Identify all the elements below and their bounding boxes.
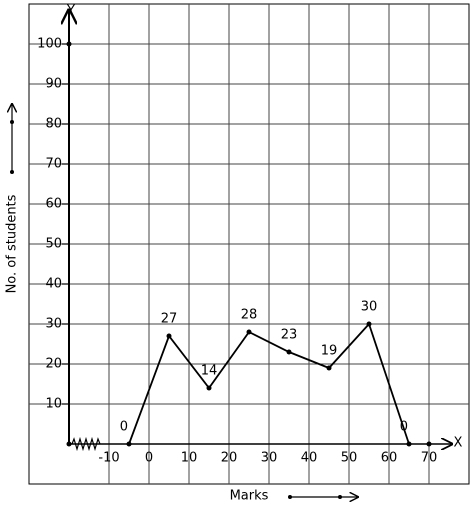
arrow-dot	[10, 120, 14, 124]
arrow-dot	[338, 495, 342, 499]
point	[326, 365, 332, 371]
y-axis-name: Y	[66, 4, 75, 19]
point	[126, 441, 132, 447]
grid	[29, 4, 469, 484]
x-tick-label: 50	[341, 451, 358, 466]
data-label: 14	[201, 364, 218, 379]
x-axis-name: X	[454, 436, 463, 451]
data-label: 0	[120, 420, 128, 435]
x-tick-label: 10	[181, 451, 198, 466]
y-tick-label: 100	[37, 37, 62, 52]
data-label: 28	[241, 308, 258, 323]
point	[166, 333, 172, 339]
arrow-dot	[10, 170, 14, 174]
point	[366, 321, 372, 327]
x-tick-label: -10	[98, 451, 119, 466]
y-tick-label: 70	[45, 157, 62, 172]
axis-break	[71, 436, 101, 452]
point	[246, 329, 252, 335]
x-tick-label: 60	[381, 451, 398, 466]
x-tick-label: 40	[301, 451, 318, 466]
origin-dot	[66, 441, 72, 447]
x-axis-label: Marks	[230, 489, 269, 504]
data-label: 30	[361, 300, 378, 315]
axis-dot	[426, 441, 432, 447]
y-tick-label: 50	[45, 237, 62, 252]
y-tick-label: 80	[45, 117, 62, 132]
y-tick-label: 60	[45, 197, 62, 212]
arrow-dot	[288, 495, 292, 499]
data-label: 0	[400, 420, 408, 435]
y-tick-label: 10	[45, 397, 62, 412]
point	[206, 385, 212, 391]
data-label: 23	[281, 328, 298, 343]
y-tick-label: 20	[45, 357, 62, 372]
y-tick-label: 90	[45, 77, 62, 92]
point	[406, 441, 412, 447]
x-tick-label: 30	[261, 451, 278, 466]
x-tick-label: 70	[421, 451, 438, 466]
y-axis-label: No. of students	[5, 194, 20, 293]
x-tick-label: 20	[221, 451, 238, 466]
line	[128, 322, 410, 445]
data-label: 27	[161, 312, 178, 327]
data-label: 19	[321, 344, 338, 359]
point	[286, 349, 292, 355]
x-tick-label: 0	[145, 451, 153, 466]
y-tick-label: 30	[45, 317, 62, 332]
y-tick-label: 40	[45, 277, 62, 292]
